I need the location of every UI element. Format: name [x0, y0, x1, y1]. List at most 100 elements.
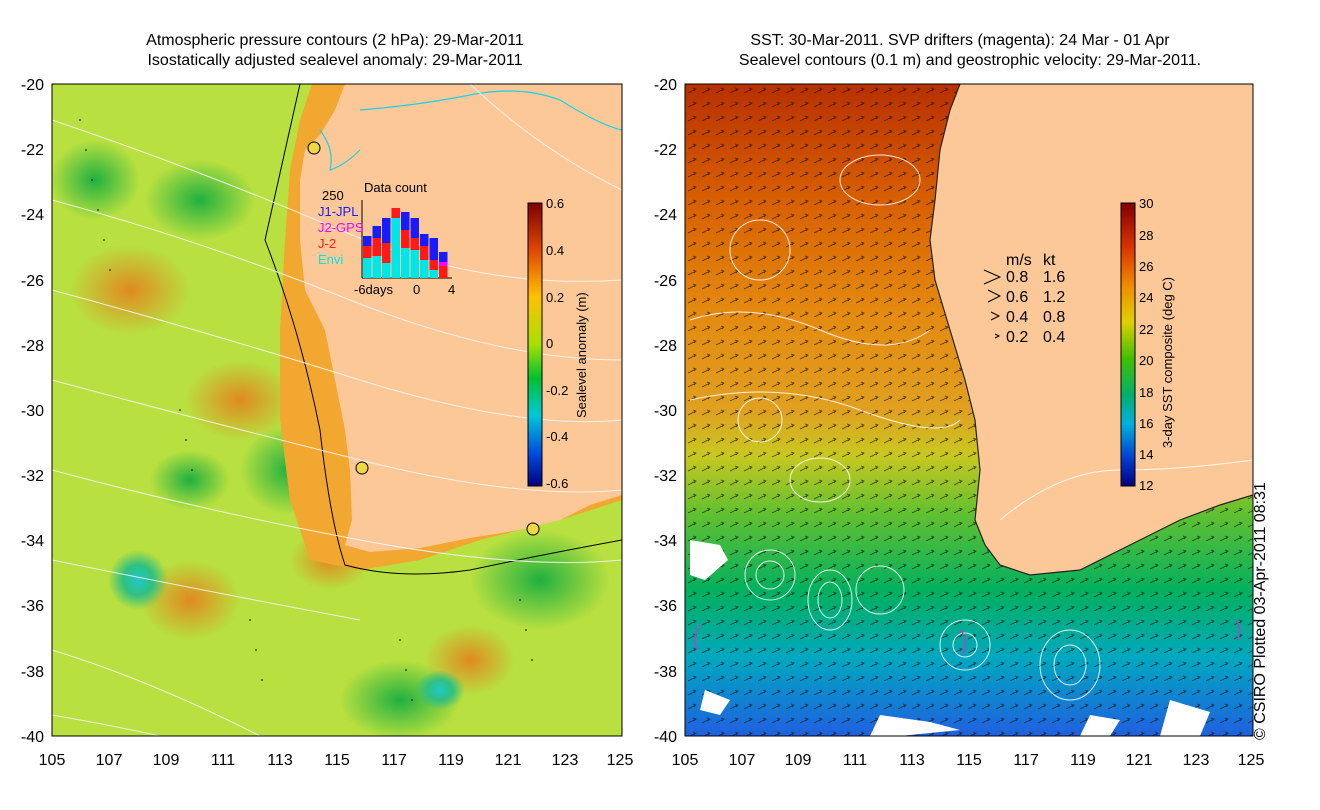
sla-colorbar-ramp	[527, 202, 543, 487]
sst-colorbar-tick: 24	[1139, 290, 1153, 305]
inset-bar-segment	[410, 250, 419, 278]
sla-cool-eddy	[470, 530, 610, 630]
right-y-tick: -36	[654, 598, 677, 615]
sealevel-contours	[689, 154, 1253, 701]
sla-low-eddy	[415, 670, 465, 710]
right-y-tick: -20	[654, 77, 677, 94]
left-x-tick: 123	[552, 752, 579, 769]
inset-legend-envi: Envi	[318, 252, 343, 267]
inset-bar-segment	[410, 218, 419, 238]
sla-cool-eddy	[150, 450, 230, 510]
inset-bar-segment	[420, 260, 429, 278]
left-x-tick: 115	[324, 752, 350, 769]
inset-bar-segment	[372, 238, 381, 256]
right-y-tick: -30	[654, 403, 677, 420]
tide-gauge-marker	[526, 522, 540, 536]
north-coast-cyan	[359, 90, 622, 131]
left-x-tick: 107	[96, 752, 123, 769]
right-y-tick: -34	[654, 533, 677, 550]
sla-colorbar-tick: 0.2	[546, 290, 564, 305]
right-x-tick: 105	[672, 752, 699, 769]
sst-colorbar-tick: 28	[1139, 228, 1153, 243]
inset-bar-segment	[363, 246, 372, 258]
right-x-tick: 117	[1013, 752, 1039, 769]
inset-legend-j-2: J-2	[318, 236, 336, 251]
inset-title: Data count	[364, 180, 427, 195]
right-x-tick: 115	[956, 752, 982, 769]
inset-bar-segment	[401, 248, 410, 278]
tide-gauge-marker	[355, 461, 369, 475]
left-map-frame	[51, 83, 623, 737]
inset-bar-segment	[372, 226, 381, 238]
right-y-tick: -22	[654, 142, 677, 159]
left-x-tick: 121	[495, 752, 522, 769]
sst-colorbar-tick: 16	[1139, 416, 1153, 431]
velocity-kt-value: 0.4	[1043, 329, 1065, 346]
inset-bar-segment	[372, 256, 381, 278]
sla-colorbar-tick: -0.6	[546, 476, 568, 491]
right-y-axis: -20 -22 -24 -26 -28 -30 -32 -34 -36 -38 …	[654, 77, 677, 746]
sla-colorbar-tick: 0.6	[546, 196, 564, 211]
left-x-tick: 113	[267, 752, 293, 769]
csiro-credit: © CSIRO Plotted 03-Apr-2011 08:31	[1252, 482, 1269, 740]
velocity-legend-header-ms: m/s	[1006, 252, 1032, 269]
left-y-tick: -22	[21, 142, 44, 159]
inset-xlabel-end: 4	[448, 282, 455, 297]
right-x-tick: 109	[785, 752, 812, 769]
inset-bar-segment	[439, 262, 448, 266]
velocity-legend-header-kt: kt	[1043, 252, 1056, 269]
sla-low-eddy	[108, 550, 168, 610]
right-y-tick: -26	[654, 273, 677, 290]
altimeter-track-dots	[79, 119, 533, 701]
inset-xlabel-start: -6days	[354, 282, 394, 297]
left-title-line1: Atmospheric pressure contours (2 hPa): 2…	[146, 32, 524, 49]
right-y-tick: -38	[654, 664, 677, 681]
sst-colorbar-ramp	[1120, 202, 1136, 487]
velocity-arrow-06	[987, 289, 1002, 303]
inset-bar-segment	[429, 270, 438, 278]
cloud-mask	[690, 540, 1210, 736]
inset-bar-segment	[391, 218, 400, 278]
sla-colorbar-tick: -0.4	[546, 429, 568, 444]
left-x-axis: 105 107 109 111 113 115 117 119 121 123 …	[39, 752, 634, 769]
sla-cool-eddy	[145, 160, 255, 240]
tide-gauge-marker	[307, 141, 321, 155]
inset-bar-segment	[363, 258, 372, 278]
sst-colorbar-tick: 14	[1139, 447, 1153, 462]
left-title-line2: Isostatically adjusted sealevel anomaly:…	[147, 52, 523, 69]
inset-legend-j2: J2-GPS	[318, 220, 364, 235]
velocity-legend: m/s kt 0.8 1.6 0.6 1.2 0.4 0.8 0.2 0.4	[983, 252, 1065, 346]
inset-xlabel-zero: 0	[413, 282, 420, 297]
inset-bar-segment	[439, 266, 448, 278]
inset-bar-segment	[420, 246, 429, 260]
left-y-tick: -36	[21, 598, 44, 615]
inset-bar-segment	[429, 238, 438, 260]
svp-drifter-tracks	[693, 619, 1241, 656]
right-title-line1: SST: 30-Mar-2011. SVP drifters (magenta)…	[750, 32, 1170, 49]
sla-colorbar-tick: 0.4	[546, 243, 564, 258]
right-x-tick: 123	[1183, 752, 1210, 769]
left-y-tick: -20	[21, 77, 44, 94]
right-y-tick: -32	[654, 468, 677, 485]
left-y-tick: -28	[21, 338, 44, 355]
sst-colorbar-tick: 30	[1139, 196, 1153, 211]
sla-colorbar: 0.6 0.4 0.2 0 -0.2 -0.4 -0.6 Sealevel an…	[527, 196, 589, 491]
left-y-tick: -34	[21, 533, 44, 550]
left-x-tick: 119	[438, 752, 464, 769]
inset-bar-segment	[439, 252, 448, 262]
sst-colorbar-label: 3-day SST composite (deg C)	[1160, 277, 1175, 448]
inset-bar-segment	[391, 208, 400, 218]
right-map	[685, 84, 1253, 736]
left-y-tick: -26	[21, 273, 44, 290]
left-x-tick: 125	[607, 752, 634, 769]
right-y-tick: -40	[654, 729, 677, 746]
right-x-tick: 113	[899, 752, 925, 769]
sst-colorbar-tick: 26	[1139, 259, 1153, 274]
left-y-axis: -20 -22 -24 -26 -28 -30 -32 -34 -36 -38 …	[21, 77, 44, 746]
left-y-tick: -38	[21, 664, 44, 681]
right-x-tick: 119	[1070, 752, 1096, 769]
sla-warm-eddy	[185, 360, 295, 440]
coastline-right	[929, 84, 1253, 576]
australia-land-right	[930, 84, 1253, 575]
